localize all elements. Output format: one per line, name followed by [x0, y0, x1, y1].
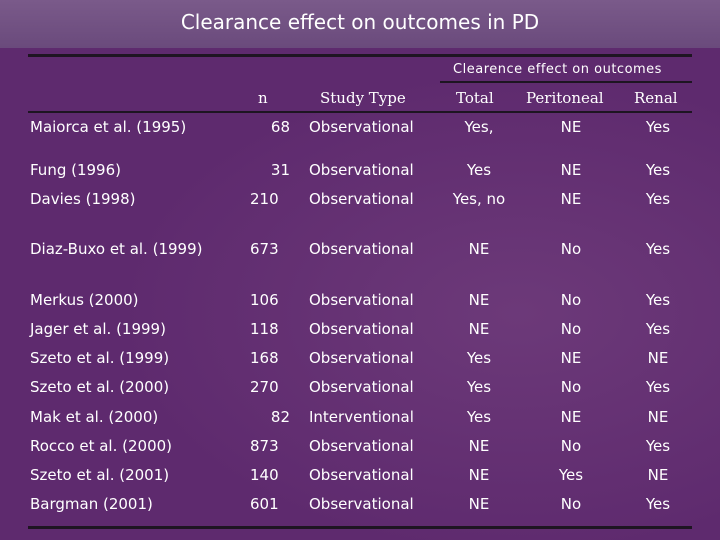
renal-cell: NE — [647, 466, 669, 484]
study-type-cell: Observational — [309, 378, 414, 396]
renal-cell: Yes — [645, 118, 671, 136]
page-title: Clearance effect on outcomes in PD — [180, 10, 540, 34]
renal-cell: Yes — [645, 161, 671, 179]
total-cell: NE — [468, 320, 490, 338]
peritoneal-cell: Yes — [558, 466, 584, 484]
peritoneal-cell: No — [560, 437, 582, 455]
n-cell: 168 — [250, 349, 279, 367]
study-cell: Merkus (2000) — [30, 291, 139, 309]
total-cell: Yes — [466, 408, 492, 426]
renal-cell: Yes — [645, 495, 671, 513]
total-cell: Yes — [466, 161, 492, 179]
study-type-cell: Observational — [309, 466, 414, 484]
n-cell: 873 — [250, 437, 279, 455]
study-cell: Mak et al. (2000) — [30, 408, 159, 426]
outcomes-group-header: Clearence effect on outcomes — [453, 62, 662, 77]
column-header-peritoneal: Peritoneal — [526, 89, 604, 107]
n-cell: 118 — [250, 320, 279, 338]
total-cell: Yes, no — [452, 190, 506, 208]
column-header-n: n — [258, 89, 268, 107]
study-cell: Diaz-Buxo et al. (1999) — [30, 240, 203, 258]
peritoneal-cell: NE — [560, 118, 582, 136]
study-cell: Rocco et al. (2000) — [30, 437, 173, 455]
total-cell: NE — [468, 495, 490, 513]
n-cell: 106 — [250, 291, 279, 309]
header-rule — [28, 111, 692, 113]
total-cell: NE — [468, 240, 490, 258]
top-rule — [28, 54, 692, 57]
n-cell: 601 — [250, 495, 279, 513]
group-header-rule — [440, 81, 692, 83]
study-type-cell: Observational — [309, 240, 414, 258]
n-cell: 140 — [250, 466, 279, 484]
renal-cell: Yes — [645, 378, 671, 396]
study-cell: Bargman (2001) — [30, 495, 153, 513]
study-cell: Szeto et al. (2000) — [30, 378, 170, 396]
peritoneal-cell: NE — [560, 408, 582, 426]
peritoneal-cell: No — [560, 495, 582, 513]
bottom-rule — [28, 526, 692, 529]
study-type-cell: Observational — [309, 320, 414, 338]
study-type-cell: Observational — [309, 118, 414, 136]
study-type-cell: Interventional — [309, 408, 414, 426]
renal-cell: NE — [647, 349, 669, 367]
renal-cell: Yes — [645, 190, 671, 208]
renal-cell: Yes — [645, 437, 671, 455]
study-cell: Fung (1996) — [30, 161, 121, 179]
n-cell: 210 — [250, 190, 279, 208]
study-cell: Davies (1998) — [30, 190, 136, 208]
n-cell: 68 — [270, 118, 290, 136]
n-cell: 270 — [250, 378, 279, 396]
column-header-study-type: Study Type — [320, 89, 406, 107]
study-cell: Maiorca et al. (1995) — [30, 118, 187, 136]
peritoneal-cell: NE — [560, 190, 582, 208]
study-type-cell: Observational — [309, 291, 414, 309]
peritoneal-cell: No — [560, 320, 582, 338]
peritoneal-cell: No — [560, 240, 582, 258]
column-header-total: Total — [456, 89, 494, 107]
peritoneal-cell: No — [560, 291, 582, 309]
study-type-cell: Observational — [309, 161, 414, 179]
total-cell: Yes — [466, 349, 492, 367]
peritoneal-cell: No — [560, 378, 582, 396]
total-cell: NE — [468, 291, 490, 309]
n-cell: 673 — [250, 240, 279, 258]
peritoneal-cell: NE — [560, 349, 582, 367]
n-cell: 31 — [270, 161, 290, 179]
title-band — [0, 0, 720, 48]
study-type-cell: Observational — [309, 190, 414, 208]
renal-cell: Yes — [645, 291, 671, 309]
total-cell: NE — [468, 466, 490, 484]
study-cell: Jager et al. (1999) — [30, 320, 166, 338]
total-cell: NE — [468, 437, 490, 455]
study-cell: Szeto et al. (1999) — [30, 349, 170, 367]
study-type-cell: Observational — [309, 495, 414, 513]
peritoneal-cell: NE — [560, 161, 582, 179]
column-header-renal: Renal — [634, 89, 678, 107]
renal-cell: Yes — [645, 240, 671, 258]
total-cell: Yes, — [464, 118, 494, 136]
study-type-cell: Observational — [309, 349, 414, 367]
renal-cell: NE — [647, 408, 669, 426]
n-cell: 82 — [270, 408, 290, 426]
study-cell: Szeto et al. (2001) — [30, 466, 170, 484]
renal-cell: Yes — [645, 320, 671, 338]
total-cell: Yes — [466, 378, 492, 396]
study-type-cell: Observational — [309, 437, 414, 455]
